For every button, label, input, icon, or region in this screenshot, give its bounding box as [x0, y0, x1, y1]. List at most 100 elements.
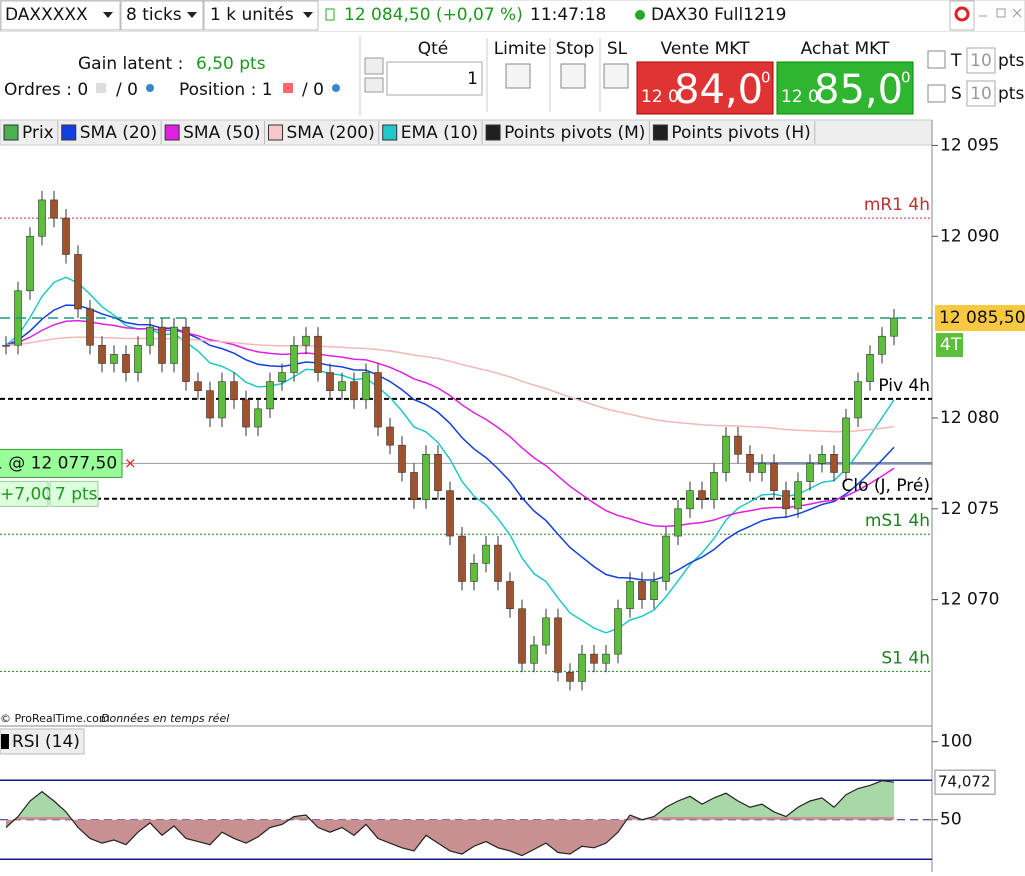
candle [254, 408, 262, 428]
legend-swatch [485, 124, 501, 141]
candle [302, 335, 310, 346]
refresh-button[interactable] [949, 0, 975, 31]
rsi-line [5, 780, 895, 857]
candle [782, 490, 790, 510]
t-unit: pts [998, 51, 1024, 71]
candle [170, 326, 178, 364]
buy-label: Achat MKT [801, 39, 890, 59]
ticks-dropdown[interactable] [120, 0, 204, 31]
candle [458, 535, 466, 582]
candle [554, 617, 562, 673]
price-tag [935, 305, 1025, 332]
buy-prefix: 12 0 [781, 87, 819, 107]
order-tag-label: 1 @ 12 077,50 [0, 453, 117, 473]
footer-note: Données en temps réel [101, 712, 229, 725]
s-value: 10 [970, 84, 992, 104]
sell-button[interactable] [636, 61, 774, 115]
pivot-label: Clo (J, Pré) [841, 476, 930, 496]
s-input[interactable] [966, 80, 996, 107]
candle [386, 426, 394, 446]
candle [326, 372, 334, 392]
gain-value: 6,50 pts [196, 54, 266, 74]
pivot-label: S1 4h [881, 648, 930, 668]
rsi-area-up [17, 780, 894, 817]
orders-icon[interactable] [96, 83, 106, 93]
stop-button[interactable] [560, 63, 586, 89]
legend-swatch [382, 124, 398, 141]
price-tag-label: 12 085,50 [939, 308, 1025, 328]
candle [614, 608, 622, 655]
candle [722, 435, 730, 473]
candle [26, 235, 34, 292]
rsi-swatch [1, 734, 9, 749]
buy-price: 85,0 [814, 67, 903, 113]
candle [350, 381, 358, 401]
keypad-icon[interactable] [364, 77, 384, 93]
legend-item[interactable]: SMA (50) [183, 123, 260, 143]
window-buttons[interactable] [979, 8, 1022, 18]
legend-item[interactable]: Prix [22, 123, 54, 143]
order-close[interactable]: × [124, 454, 137, 472]
pnl-pts: 7 pts [55, 484, 98, 504]
candle [482, 544, 490, 564]
legend-item[interactable]: SMA (20) [80, 123, 157, 143]
candle [566, 672, 574, 682]
sl-button[interactable] [603, 63, 629, 89]
limit-label: Limite [494, 39, 547, 59]
timeframe-label: 4T [940, 335, 962, 355]
candle [842, 417, 850, 473]
y-tick-label: 12 070 [940, 590, 999, 610]
rsi-area-down [6, 817, 894, 856]
candle [122, 354, 130, 373]
rsi-tick-label: 50 [940, 810, 962, 830]
y-tick-label: 12 080 [940, 408, 999, 428]
candle [194, 381, 202, 392]
position-gear[interactable] [332, 84, 340, 92]
t-value: 10 [970, 51, 992, 71]
candle [410, 472, 418, 501]
pnl-pts-box [49, 480, 99, 507]
legend-item[interactable]: Points pivots (H) [671, 123, 810, 143]
order-tag[interactable] [0, 448, 123, 478]
candle [422, 453, 430, 501]
instrument-dropdown[interactable] [0, 0, 121, 31]
qty-label: Qté [418, 39, 449, 59]
legend-item[interactable]: Points pivots (M) [504, 123, 645, 143]
candle [662, 535, 670, 582]
s-checkbox[interactable] [927, 84, 946, 103]
candle [86, 308, 94, 346]
status-dot [635, 10, 645, 20]
candle [266, 381, 274, 410]
settings-icon[interactable] [364, 57, 384, 75]
candle [38, 199, 46, 237]
candle [146, 326, 154, 346]
t-input[interactable] [966, 47, 996, 74]
tick-mode: 8 ticks [126, 5, 182, 25]
candle [362, 372, 370, 401]
instrument: DAXXXXX [5, 5, 88, 25]
legend-item[interactable]: EMA (10) [401, 123, 478, 143]
candle [470, 563, 478, 582]
legend-item[interactable]: SMA (200) [287, 123, 375, 143]
rsi-title-box [0, 728, 85, 755]
legend-swatch [268, 124, 284, 141]
t-checkbox[interactable] [927, 50, 946, 69]
qty-input[interactable] [386, 61, 483, 96]
s-unit: pts [998, 84, 1024, 104]
candle [62, 217, 70, 255]
candle [494, 544, 502, 582]
limit-button[interactable] [505, 63, 531, 89]
rsi-tag-label: 74,072 [938, 773, 991, 791]
units-dropdown[interactable] [203, 0, 319, 31]
candle [506, 581, 514, 610]
buy-button[interactable] [776, 61, 914, 115]
position-icon[interactable] [283, 83, 293, 93]
candle [734, 435, 742, 455]
candle [182, 326, 190, 382]
t-label: T [950, 51, 962, 71]
sell-price: 84,0 [674, 67, 763, 113]
candle [242, 399, 250, 428]
candle [50, 199, 58, 219]
orders-gear[interactable] [146, 84, 154, 92]
